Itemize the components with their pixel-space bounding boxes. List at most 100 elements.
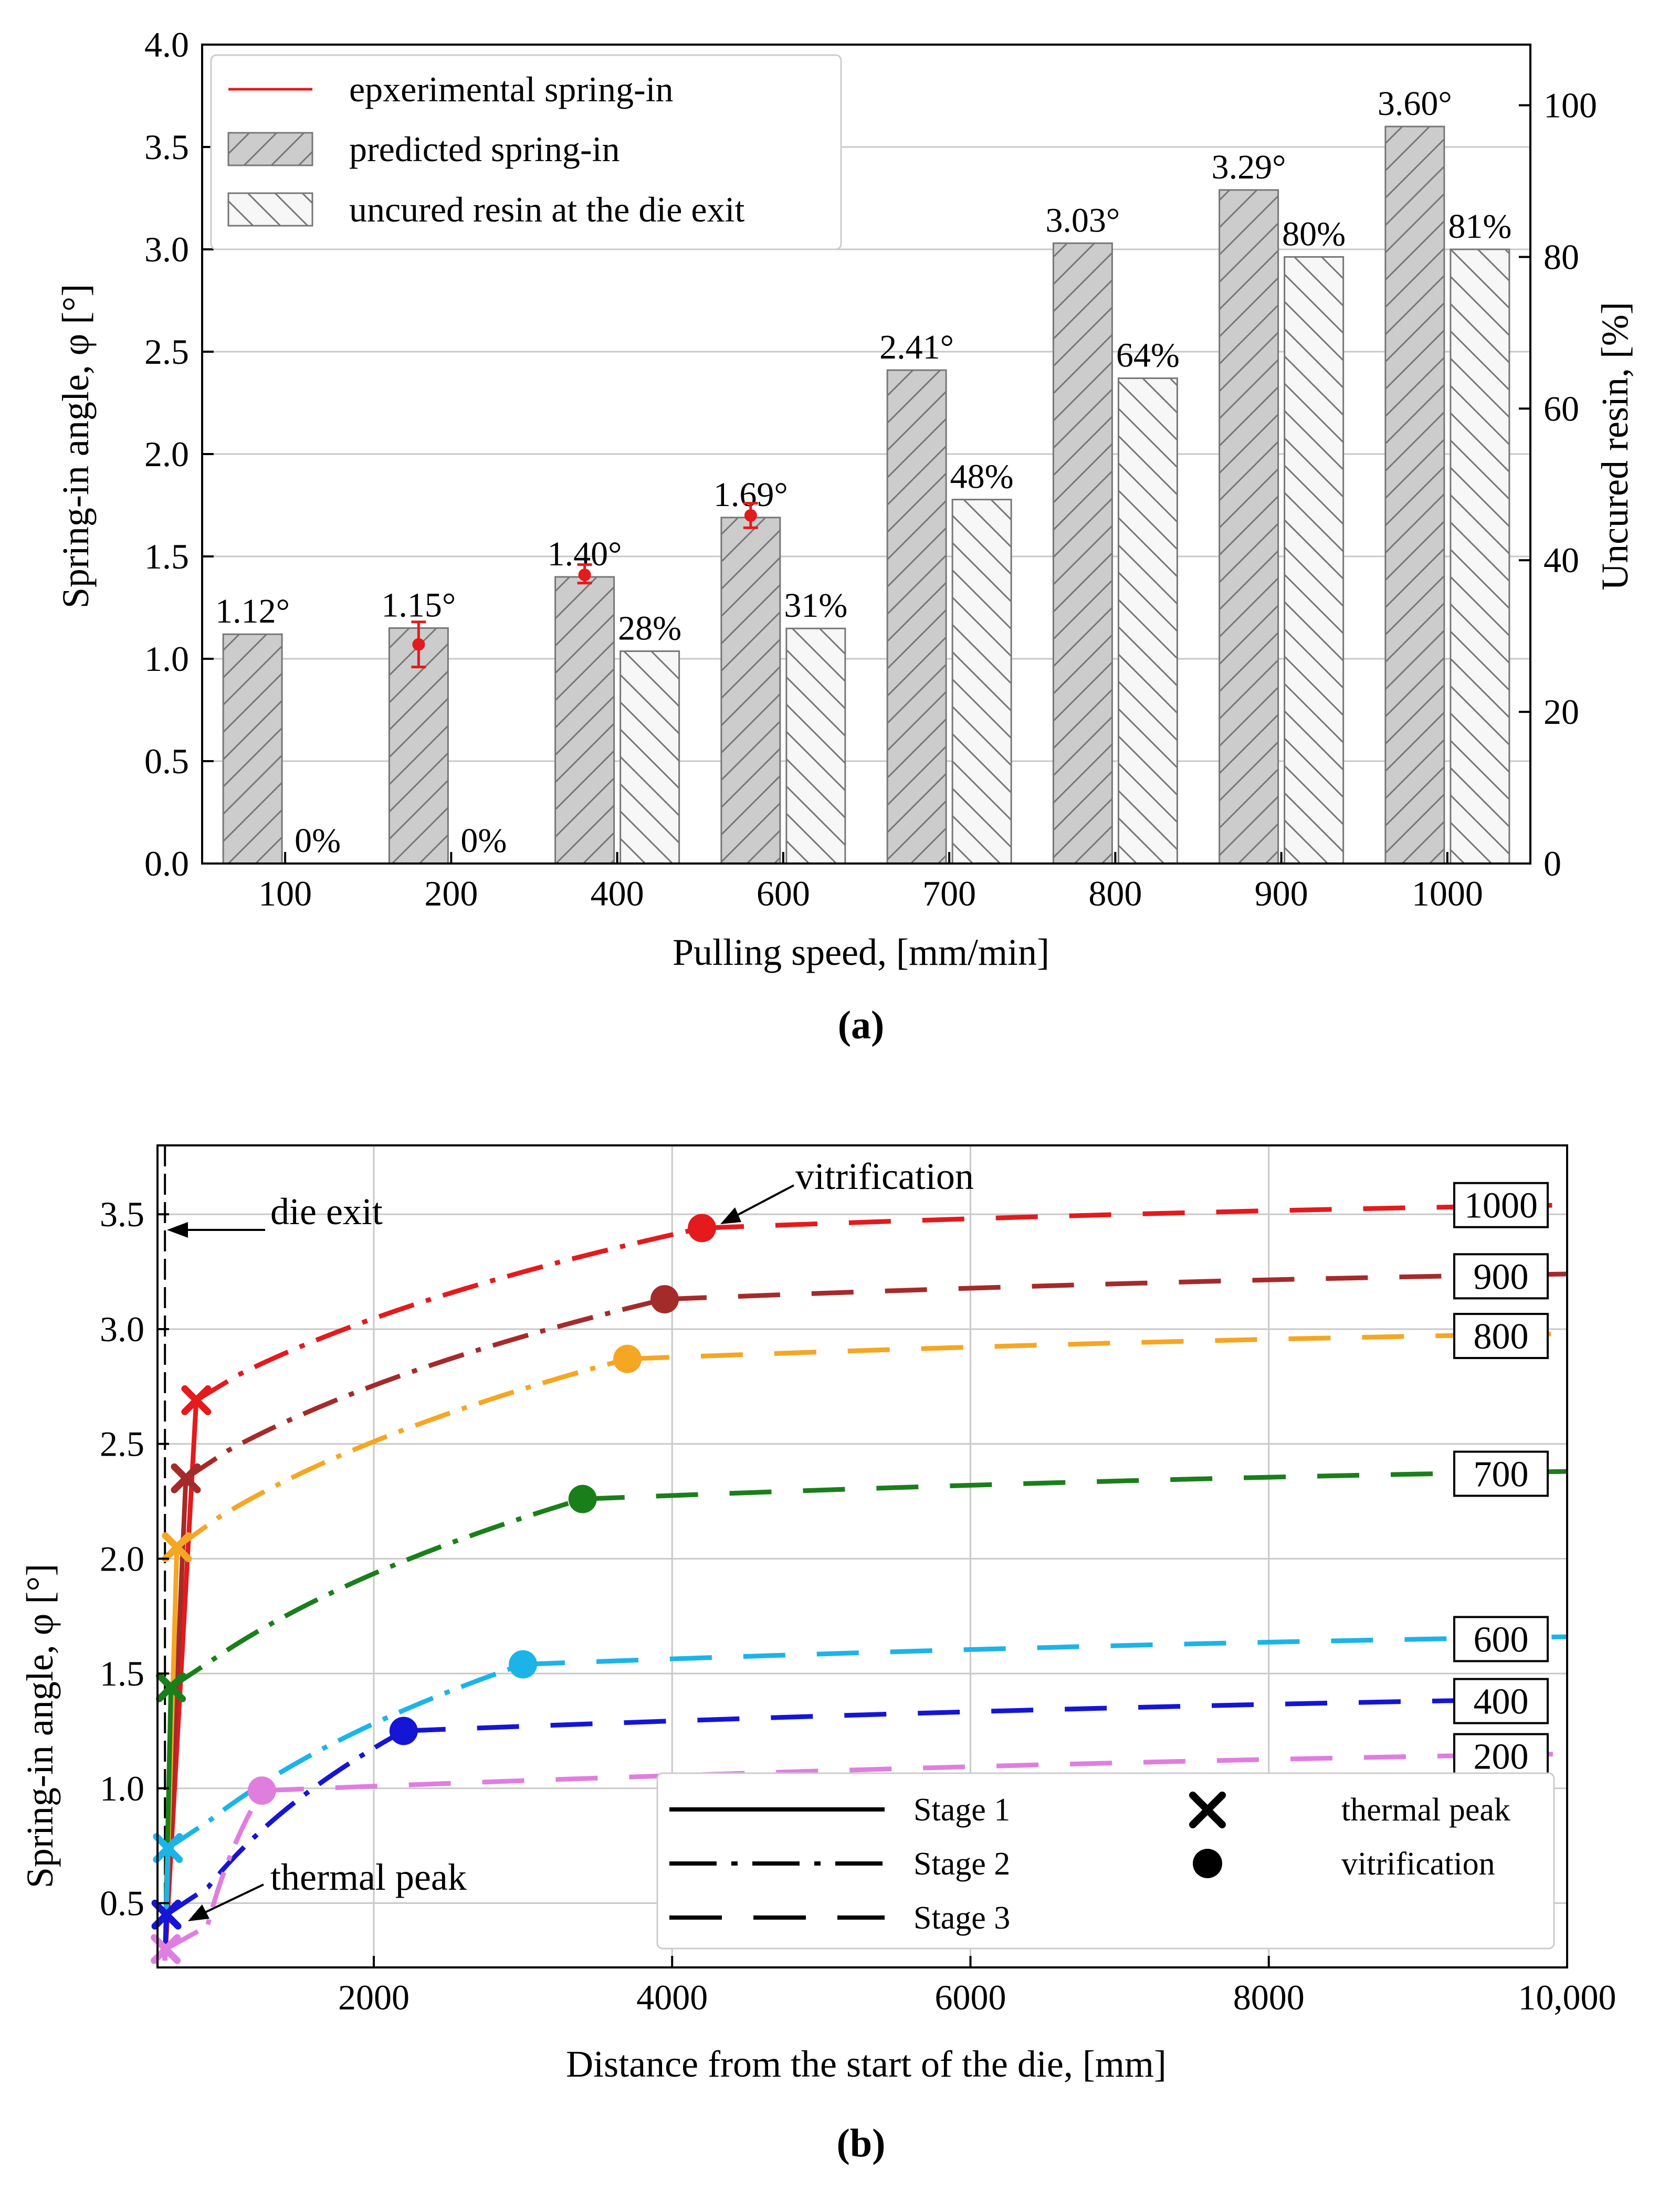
a-xtick-label: 100 — [258, 873, 312, 913]
b-legend-stage2-label: Stage 2 — [914, 1846, 1010, 1882]
b-xtick-label: 4000 — [636, 1977, 708, 2017]
stage3-line-400 — [403, 1696, 1568, 1733]
bar-uncured-label-700: 48% — [950, 458, 1014, 496]
bar-uncured-label-100: 0% — [295, 822, 341, 860]
b-legend-thermal-peak-label: thermal peak — [1341, 1792, 1510, 1828]
b-annotation-vitrification: vitrification — [720, 1155, 974, 1224]
svg-text:400: 400 — [1474, 1682, 1529, 1722]
vitrification-marker-900 — [650, 1285, 679, 1314]
stage2-line-1000 — [195, 1226, 703, 1403]
panel-a-bar-chart: 1.12°0%1.15°0%1.40°28%1.69°31%2.41°48%3.… — [55, 25, 1636, 1047]
b-y-axis-title: Spring-in angle, φ [°] — [19, 1564, 61, 1888]
stage3-line-700 — [582, 1469, 1568, 1502]
a-bars: 1.12°0%1.15°0%1.40°28%1.69°31%2.41°48%3.… — [215, 85, 1511, 865]
stage3-line-900 — [664, 1271, 1568, 1302]
svg-text:200: 200 — [1474, 1737, 1529, 1777]
b-legend-box — [656, 1772, 1555, 1950]
b-ytick-label: 3.0 — [100, 1309, 144, 1349]
b-ytick-label: 2.5 — [100, 1424, 144, 1464]
vitrification-marker-200 — [247, 1776, 276, 1805]
a-xtick-label: 400 — [591, 873, 644, 913]
b-legend-thermal-peak-marker — [1189, 1792, 1226, 1828]
thermal-peak-annotation-label: thermal peak — [270, 1856, 467, 1898]
b-curve-labels: 1000 900 800 700 600 400 200 — [1453, 1182, 1549, 1780]
bar-predicted-100 — [222, 633, 283, 865]
svg-text:1000: 1000 — [1464, 1186, 1538, 1226]
svg-text:900: 900 — [1474, 1257, 1529, 1297]
stage2-line-600 — [166, 1662, 524, 1850]
a-xtick-label: 700 — [922, 873, 976, 913]
curve-label-800: 800 — [1453, 1313, 1549, 1360]
die-exit-arrowhead — [167, 1222, 188, 1238]
a-legend-uncured-label: uncured resin at the die exit — [349, 189, 744, 229]
bar-predicted-label-700: 2.41° — [879, 328, 954, 366]
bar-predicted-label-900: 3.29° — [1212, 148, 1286, 186]
bar-predicted-700 — [886, 369, 947, 865]
b-legend: Stage 1 Stage 2 Stage 3 thermal peak vit… — [656, 1772, 1555, 1950]
b-legend-stage1-label: Stage 1 — [914, 1792, 1010, 1828]
vitrification-marker-600 — [509, 1650, 538, 1679]
bar-predicted-1000 — [1384, 125, 1445, 865]
a-ytick-right-label: 60 — [1544, 388, 1579, 428]
bar-predicted-label-200: 1.15° — [381, 586, 456, 625]
a-legend-predicted-swatch — [227, 132, 313, 166]
thermal-peak-marker-700 — [156, 1672, 186, 1702]
stage3-line-1000 — [701, 1203, 1568, 1230]
a-errorbars — [411, 502, 758, 669]
vitrification-arrow-line — [727, 1184, 794, 1222]
a-xtick-label: 200 — [424, 873, 478, 913]
vitrification-marker-1000 — [688, 1214, 717, 1243]
stage2-line-700 — [170, 1497, 584, 1690]
svg-text:600: 600 — [1474, 1619, 1529, 1660]
svg-text:700: 700 — [1474, 1455, 1529, 1495]
a-xtick-label: 800 — [1088, 873, 1142, 913]
curve-label-400: 400 — [1453, 1678, 1549, 1724]
thermal-peak-marker-600 — [153, 1833, 183, 1863]
bar-uncured-700 — [951, 499, 1012, 865]
thermal-peak-marker-900 — [171, 1463, 201, 1493]
stage3-line-800 — [627, 1331, 1568, 1362]
a-ytick-label: 1.5 — [144, 536, 189, 576]
bar-uncured-label-400: 28% — [618, 609, 681, 648]
a-y-axis-title: Spring-in angle, φ [°] — [55, 284, 97, 608]
a-ytick-label: 0.0 — [144, 844, 189, 883]
bar-predicted-label-100: 1.12° — [215, 592, 290, 630]
bar-uncured-label-600: 31% — [784, 586, 847, 625]
bar-uncured-label-1000: 81% — [1448, 207, 1511, 246]
a-y-axis-right-title: Uncured resin, [%] — [1594, 302, 1636, 591]
b-ytick-label: 1.5 — [100, 1654, 144, 1693]
thermal-peak-marker-800 — [162, 1532, 192, 1563]
bar-uncured-1000 — [1450, 248, 1510, 865]
a-legend: epxerimental spring-in predicted spring-… — [210, 54, 842, 250]
stage3-line-200 — [261, 1751, 1568, 1793]
thermal-peak-arrow-line — [195, 1883, 264, 1918]
vitrification-annotation-label: vitrification — [795, 1155, 974, 1197]
stage2-line-200 — [164, 1789, 264, 1951]
bar-uncured-400 — [620, 650, 680, 865]
svg-text:800: 800 — [1474, 1317, 1529, 1357]
bar-uncured-label-200: 0% — [460, 822, 507, 860]
b-legend-stage3-label: Stage 3 — [914, 1900, 1010, 1936]
curve-label-700: 700 — [1453, 1450, 1549, 1497]
b-legend-vitrification-label: vitrification — [1341, 1846, 1495, 1882]
b-ytick-label: 0.5 — [100, 1883, 144, 1923]
a-xtick-label: 1000 — [1412, 873, 1483, 913]
curve-label-200: 200 — [1453, 1733, 1549, 1780]
bar-predicted-900 — [1219, 189, 1279, 865]
stage3-line-600 — [522, 1634, 1568, 1667]
a-legend-experimental-label: epxerimental spring-in — [349, 69, 673, 109]
a-legend-box — [210, 54, 842, 250]
stage2-line-400 — [165, 1729, 405, 1917]
a-ytick-label: 2.0 — [144, 434, 189, 474]
thermal-peak-arrowhead — [188, 1904, 209, 1921]
b-plot-frame — [156, 1144, 1568, 1968]
a-ytick-label: 3.0 — [144, 229, 189, 269]
bar-uncured-900 — [1284, 256, 1345, 865]
b-legend-vitrification-marker — [1193, 1849, 1222, 1878]
a-ticks: 0.0 0.5 1.0 1.5 2.0 2.5 3.0 3.5 4.0 0 20 40 60 80 100 1… — [144, 25, 1597, 913]
vitrification-marker-400 — [389, 1717, 418, 1745]
curve-label-900: 900 — [1453, 1253, 1549, 1300]
b-curves — [162, 1203, 1568, 1961]
a-ytick-right-label: 100 — [1544, 86, 1597, 125]
